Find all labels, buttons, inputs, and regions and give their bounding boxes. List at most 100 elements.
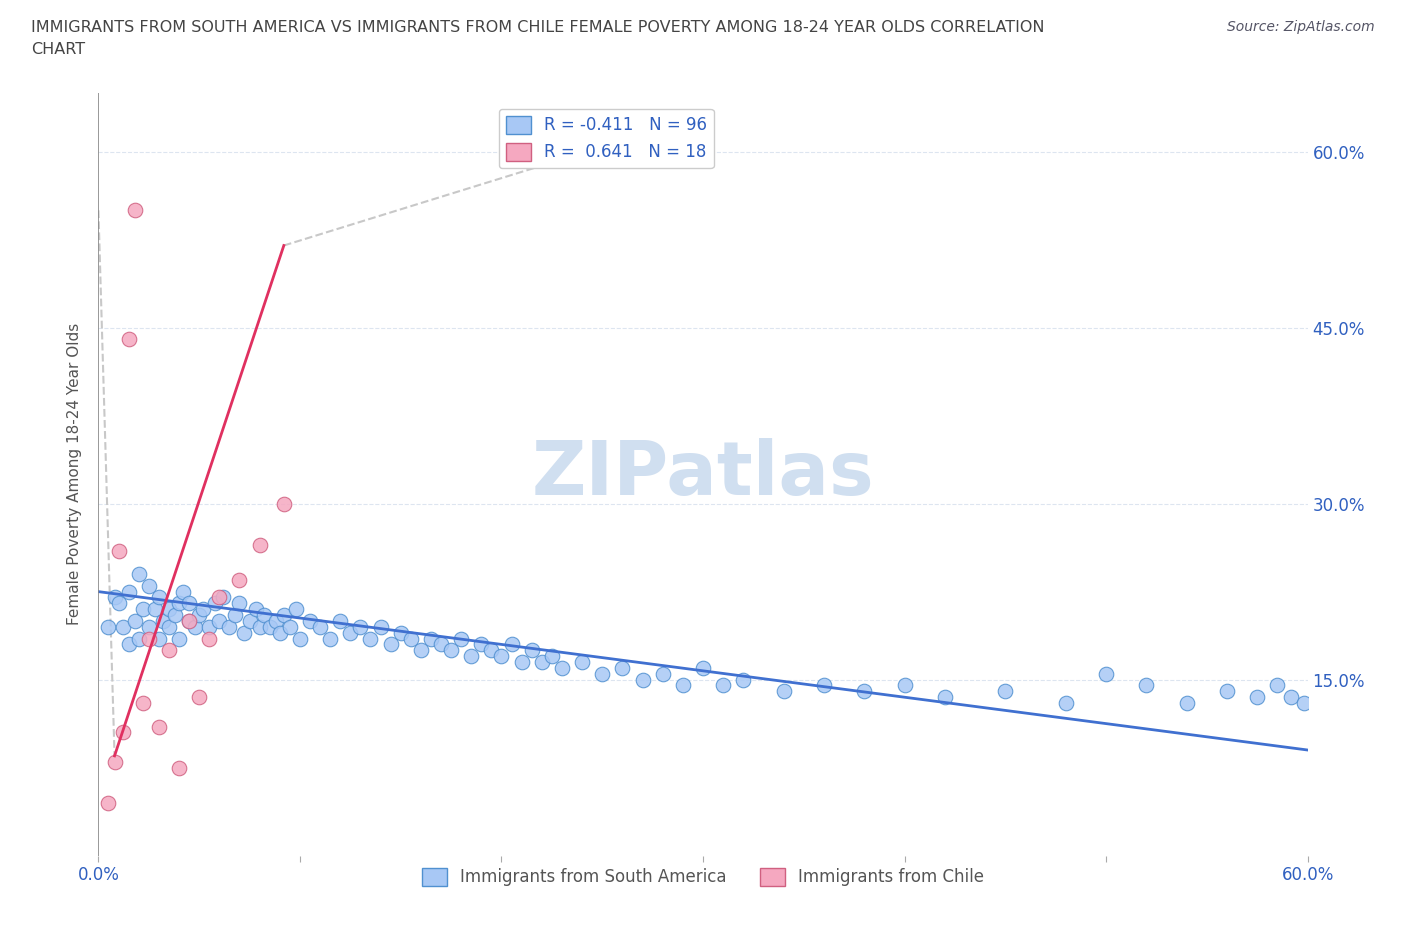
- Point: [288, 631, 311, 646]
- Point: [218, 619, 240, 634]
- Point: [118, 637, 141, 652]
- Point: [994, 684, 1017, 698]
- Point: [491, 649, 513, 664]
- Point: [132, 696, 155, 711]
- Point: [273, 607, 295, 622]
- Point: [167, 631, 190, 646]
- Point: [124, 203, 146, 218]
- Point: [510, 655, 533, 670]
- Point: [501, 637, 523, 652]
- Point: [249, 538, 271, 552]
- Point: [184, 619, 207, 634]
- Point: [349, 619, 371, 634]
- Point: [772, 684, 794, 698]
- Point: [224, 607, 246, 622]
- Point: [733, 672, 755, 687]
- Point: [612, 660, 634, 675]
- Point: [198, 631, 221, 646]
- Point: [430, 637, 453, 652]
- Point: [204, 596, 226, 611]
- Point: [1267, 678, 1289, 693]
- Point: [273, 497, 295, 512]
- Point: [813, 678, 835, 693]
- Point: [172, 584, 194, 599]
- Point: [339, 625, 361, 640]
- Point: [179, 614, 201, 629]
- Point: [103, 754, 125, 769]
- Point: [157, 619, 180, 634]
- Point: [631, 672, 654, 687]
- Point: [399, 631, 422, 646]
- Point: [138, 619, 160, 634]
- Point: [309, 619, 332, 634]
- Point: [692, 660, 714, 675]
- Point: [259, 619, 281, 634]
- Point: [228, 573, 250, 588]
- Point: [212, 590, 235, 604]
- Point: [167, 596, 190, 611]
- Point: [1095, 666, 1118, 681]
- Point: [360, 631, 382, 646]
- Point: [124, 614, 146, 629]
- Point: [530, 655, 553, 670]
- Text: ZIPatlas: ZIPatlas: [531, 438, 875, 511]
- Point: [128, 566, 150, 581]
- Point: [157, 643, 180, 658]
- Legend: Immigrants from South America, Immigrants from Chile: Immigrants from South America, Immigrant…: [415, 861, 991, 893]
- Point: [571, 655, 593, 670]
- Point: [232, 625, 254, 640]
- Point: [148, 719, 170, 734]
- Point: [284, 602, 307, 617]
- Point: [167, 760, 190, 775]
- Point: [1175, 696, 1198, 711]
- Point: [370, 619, 392, 634]
- Point: [380, 637, 402, 652]
- Point: [179, 596, 201, 611]
- Text: CHART: CHART: [31, 42, 84, 57]
- Point: [138, 578, 160, 593]
- Point: [245, 602, 267, 617]
- Point: [208, 614, 231, 629]
- Point: [152, 614, 174, 629]
- Point: [329, 614, 352, 629]
- Point: [143, 602, 166, 617]
- Point: [157, 602, 180, 617]
- Point: [269, 625, 291, 640]
- Point: [249, 619, 271, 634]
- Point: [934, 690, 956, 705]
- Point: [591, 666, 613, 681]
- Point: [1054, 696, 1077, 711]
- Point: [239, 614, 262, 629]
- Point: [118, 584, 141, 599]
- Point: [148, 590, 170, 604]
- Point: [188, 607, 211, 622]
- Point: [389, 625, 412, 640]
- Point: [551, 660, 574, 675]
- Point: [481, 643, 503, 658]
- Point: [1281, 690, 1303, 705]
- Point: [148, 631, 170, 646]
- Point: [97, 795, 120, 810]
- Point: [409, 643, 432, 658]
- Point: [1246, 690, 1268, 705]
- Text: IMMIGRANTS FROM SOUTH AMERICA VS IMMIGRANTS FROM CHILE FEMALE POVERTY AMONG 18-2: IMMIGRANTS FROM SOUTH AMERICA VS IMMIGRA…: [31, 20, 1045, 35]
- Point: [520, 643, 543, 658]
- Point: [893, 678, 915, 693]
- Point: [198, 619, 221, 634]
- Point: [1216, 684, 1239, 698]
- Point: [111, 725, 134, 740]
- Point: [179, 614, 201, 629]
- Point: [299, 614, 322, 629]
- Point: [132, 602, 155, 617]
- Point: [208, 590, 231, 604]
- Point: [138, 631, 160, 646]
- Point: [672, 678, 695, 693]
- Point: [264, 614, 287, 629]
- Point: [228, 596, 250, 611]
- Point: [1292, 696, 1315, 711]
- Point: [470, 637, 492, 652]
- Point: [111, 619, 134, 634]
- Point: [103, 590, 125, 604]
- Point: [163, 607, 186, 622]
- Point: [319, 631, 342, 646]
